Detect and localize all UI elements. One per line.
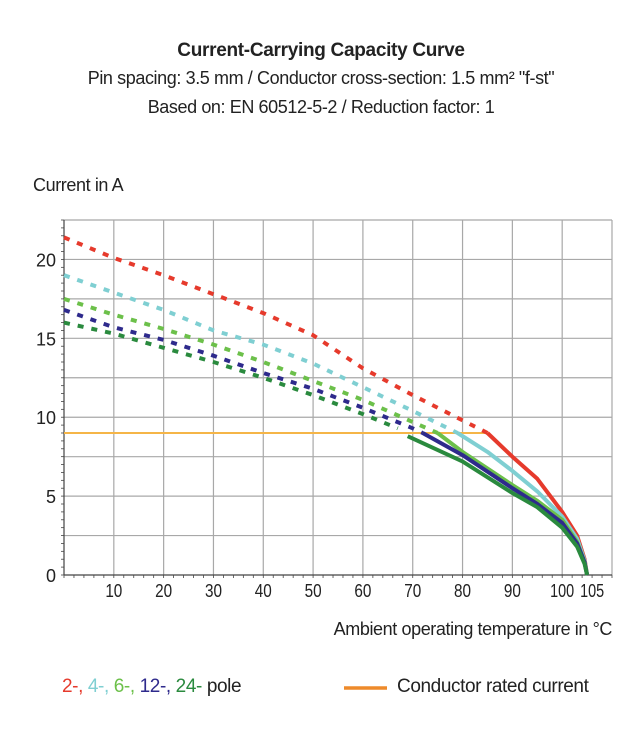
x-tick-label: 80: [454, 581, 471, 601]
x-tick-label: 50: [305, 581, 322, 601]
chart-title: Current-Carrying Capacity Curve: [177, 40, 465, 61]
chart-subtitle-1: Pin spacing: 3.5 mm / Conductor cross-se…: [87, 68, 555, 88]
y-tick-label: 15: [36, 329, 56, 349]
chart-subtitle-2: Based on: EN 60512-5-2 / Reduction facto…: [147, 97, 495, 117]
legend-entry-rated-current: Conductor rated current: [397, 676, 589, 697]
y-tick-label: 0: [46, 566, 56, 586]
series-24-pole-dashed: [63, 320, 399, 431]
series-24-pole-solid: [406, 434, 590, 576]
legend-sep: ,: [129, 676, 140, 697]
x-axis-label: Ambient operating temperature in °C: [333, 619, 613, 639]
series-6-pole-dashed: [63, 296, 439, 435]
x-tick-label: 70: [404, 581, 421, 601]
series-4-pole-solid: [456, 431, 590, 576]
y-tick-label: 20: [36, 250, 56, 270]
y-tick-label: 5: [46, 487, 56, 507]
x-tick-label: 30: [205, 581, 222, 601]
x-tick-label: 20: [155, 581, 172, 601]
x-tick-label: 10: [105, 581, 122, 601]
y-axis-label: Current in A: [33, 175, 124, 195]
x-tick-label: 100: [550, 581, 574, 601]
x-tick-label: 60: [354, 581, 371, 601]
legend-suffix: pole: [206, 676, 242, 697]
legend-series: 2-, 4-, 6-, 12-, 24- pole: [62, 676, 242, 698]
legend-sep: ,: [165, 676, 176, 697]
legend-entry-6-pole: 6-: [113, 676, 131, 697]
x-tick-label: 90: [504, 581, 521, 601]
legend-sep: ,: [78, 676, 88, 697]
series-12-pole-dashed: [63, 308, 424, 435]
legend-entry-24-pole: 24-: [175, 676, 203, 697]
x-tick-label: 105: [580, 581, 604, 601]
legend-entry-4-pole: 4-: [87, 676, 105, 697]
legend-entry-12-pole: 12-: [139, 676, 167, 697]
series-2-pole-dashed: [63, 235, 489, 435]
series-4-pole-dashed: [63, 273, 459, 435]
legend-entry-2-pole: 2-: [62, 676, 79, 697]
y-tick-label: 10: [36, 408, 56, 428]
legend-sep: ,: [103, 676, 114, 697]
x-tick-label: 40: [255, 581, 272, 601]
